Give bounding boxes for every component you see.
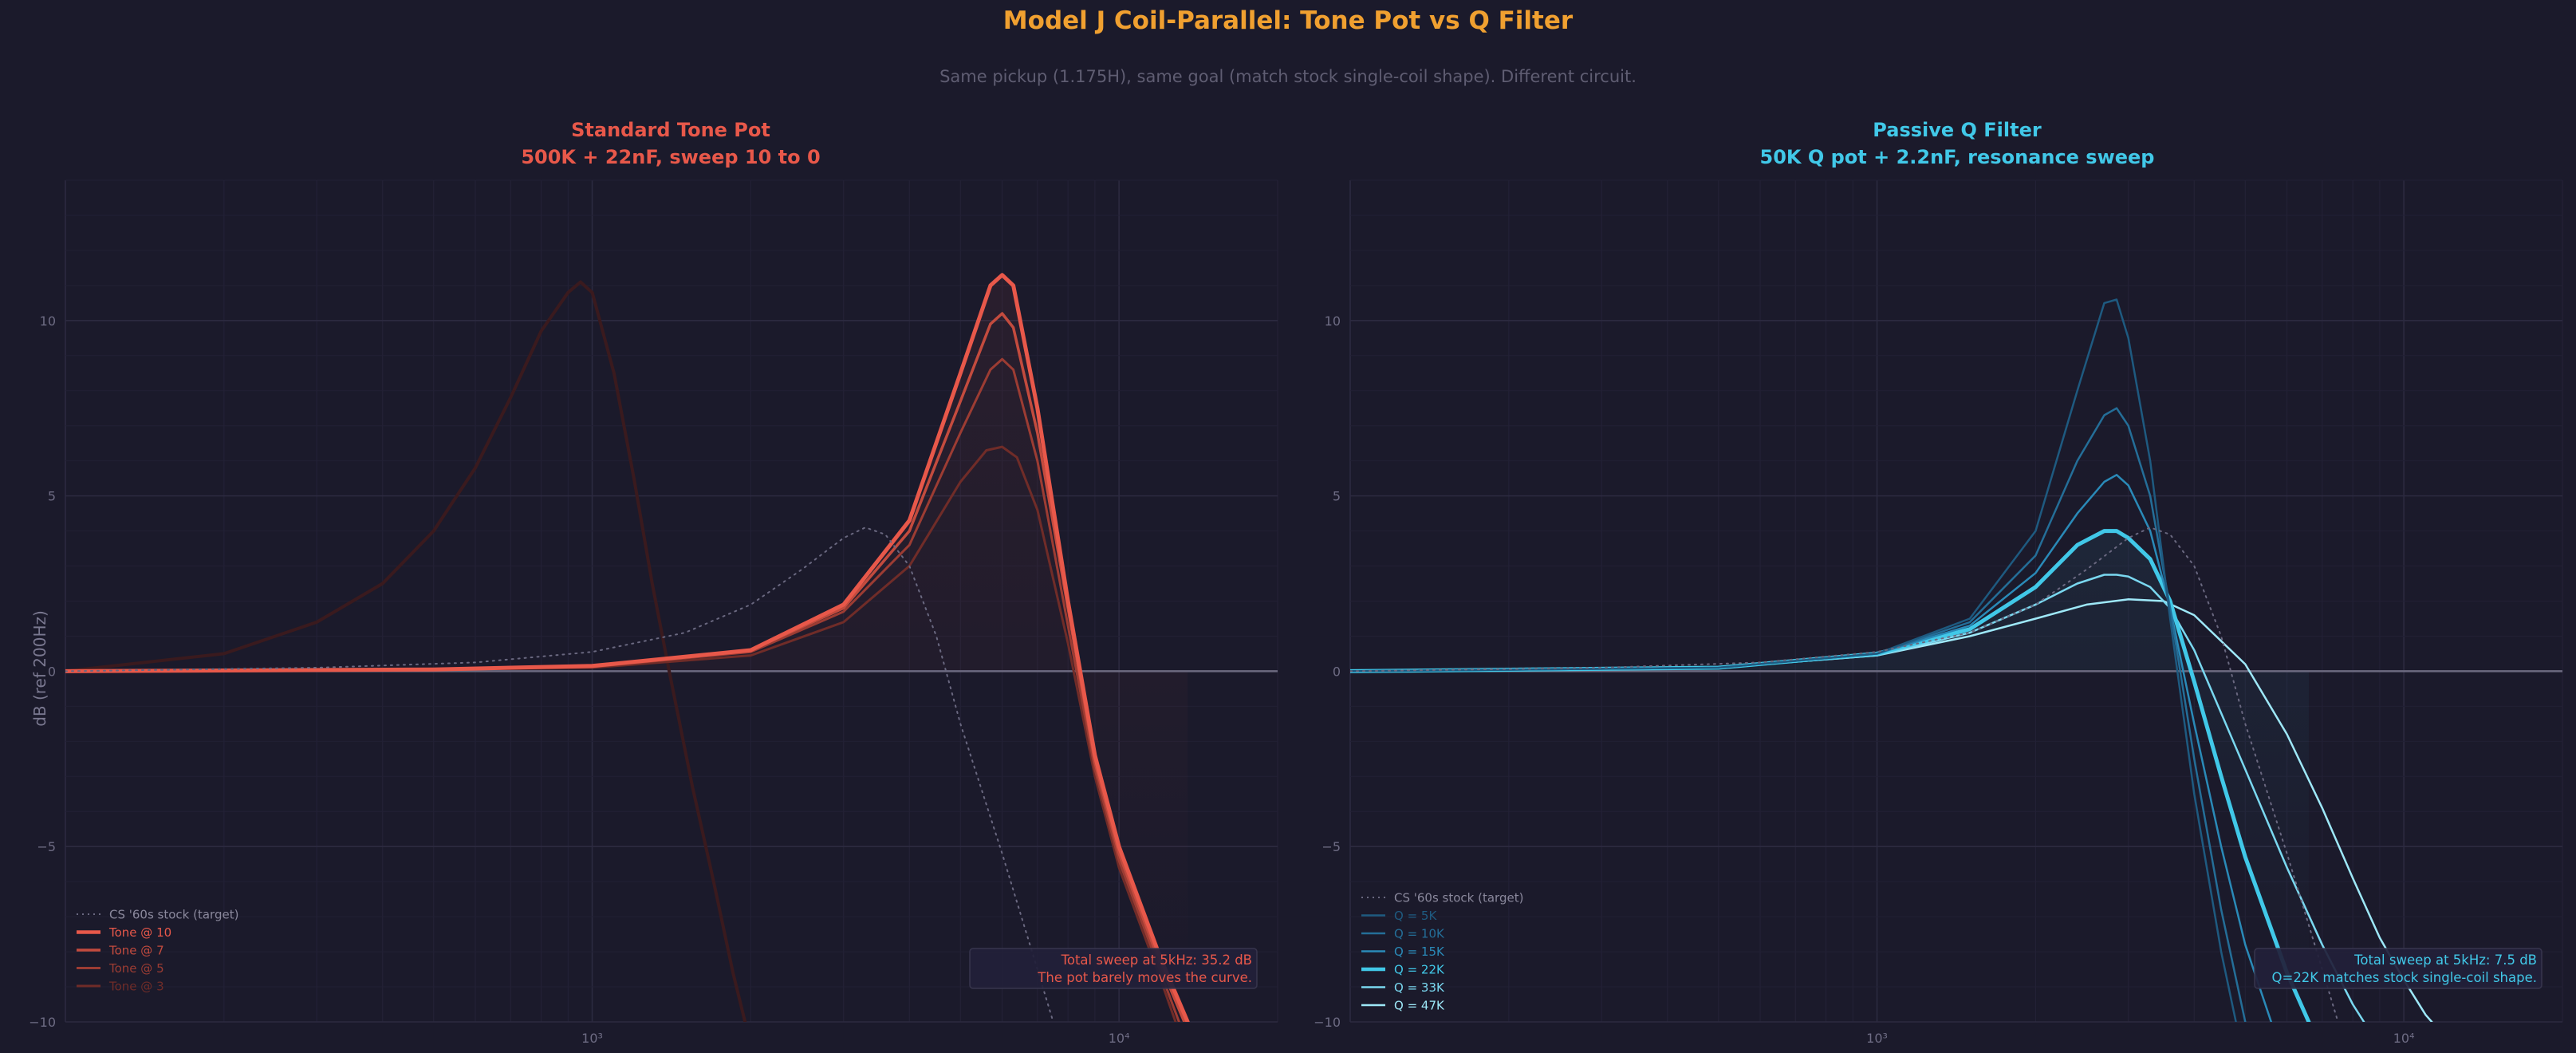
annotation-box xyxy=(2254,948,2543,989)
chart-title: Model J Coil-Parallel: Tone Pot vs Q Fil… xyxy=(1002,6,1574,35)
left-panel-title-line2: 500K + 22nF, sweep 10 to 0 xyxy=(521,146,821,168)
legend-label: Q = 5K xyxy=(1394,909,1437,923)
plot-area xyxy=(1350,298,2562,1022)
legend-label: Tone @ 10 xyxy=(108,925,171,940)
right-panel-title-line2: 50K Q pot + 2.2nF, resonance sweep xyxy=(1759,146,2155,168)
series-line-q-33k xyxy=(1350,574,2365,1022)
legend-label: Q = 33K xyxy=(1394,980,1445,995)
right-panel-title-line1: Passive Q Filter xyxy=(1873,119,2042,141)
series-line-q-10k xyxy=(1350,407,2247,1022)
response-fill xyxy=(65,274,1188,1022)
y-tick-label: 5 xyxy=(1333,489,1341,504)
annotation-line1: Total sweep at 5kHz: 7.5 dB xyxy=(2353,952,2537,968)
left-panel-title-line1: Standard Tone Pot xyxy=(571,119,770,141)
chart-subtitle: Same pickup (1.175H), same goal (match s… xyxy=(939,67,1637,86)
x-tick-label: 10³ xyxy=(581,1031,603,1046)
legend-label: Q = 10K xyxy=(1394,927,1445,941)
y-tick-label: 5 xyxy=(48,489,56,504)
x-tick-label: 10⁴ xyxy=(1109,1031,1130,1046)
legend-label: Q = 22K xyxy=(1394,963,1445,977)
legend-label: CS '60s stock (target) xyxy=(109,908,238,922)
series-line-q-15k xyxy=(1350,474,2273,1022)
tone-pot-chart: −10 −5 0 5 10 10³ 10⁴ CS '60s stock (target) Ton… xyxy=(29,179,1278,1046)
legend-label: Tone @ 7 xyxy=(108,944,164,958)
y-tick-label: −5 xyxy=(37,839,56,854)
x-tick-label: 10³ xyxy=(1866,1031,1888,1046)
y-tick-label: −10 xyxy=(29,1015,56,1030)
annotation-line2: The pot barely moves the curve. xyxy=(1037,970,1252,985)
legend-label: Q = 15K xyxy=(1394,945,1445,959)
plot-area xyxy=(65,273,1278,1022)
series-line-unlabeled xyxy=(65,280,747,1022)
y-tick-label: 0 xyxy=(48,664,56,679)
legend-label: Tone @ 5 xyxy=(108,961,164,976)
response-fill xyxy=(1350,530,2309,1022)
x-tick-label: 10⁴ xyxy=(2393,1031,2415,1046)
series-line-q-5k xyxy=(1350,298,2237,1022)
legend-label: CS '60s stock (target) xyxy=(1394,891,1523,905)
left-panel-title: Standard Tone Pot 500K + 22nF, sweep 10 … xyxy=(64,116,1278,171)
annotation-box xyxy=(969,948,1258,989)
series-line-q-22k xyxy=(1350,529,2311,1022)
y-tick-label: 0 xyxy=(1333,664,1341,679)
y-tick-label: −5 xyxy=(1321,839,1341,854)
q-filter-chart: −10 −5 0 5 10 10³ 10⁴ CS '60s stock (target) Q =… xyxy=(1314,179,2563,1046)
grid xyxy=(65,179,1278,1023)
y-tick-label: −10 xyxy=(1314,1015,1341,1030)
y-tick-label: 10 xyxy=(1325,314,1341,329)
series-line-tone-10 xyxy=(65,273,1190,1022)
grid xyxy=(1349,179,2563,1023)
series-line-tone-3 xyxy=(65,445,1177,1022)
annotation-line1: Total sweep at 5kHz: 35.2 dB xyxy=(1061,952,1252,968)
annotation-line2: Q=22K matches stock single-coil shape. xyxy=(2272,970,2538,985)
legend-label: Q = 47K xyxy=(1394,999,1445,1013)
right-panel-title: Passive Q Filter 50K Q pot + 2.2nF, reso… xyxy=(1350,116,2564,171)
legend-label: Tone @ 3 xyxy=(108,980,164,994)
series-line-cs-60s-stock-target xyxy=(1350,526,2339,1022)
y-tick-label: 10 xyxy=(40,314,56,329)
